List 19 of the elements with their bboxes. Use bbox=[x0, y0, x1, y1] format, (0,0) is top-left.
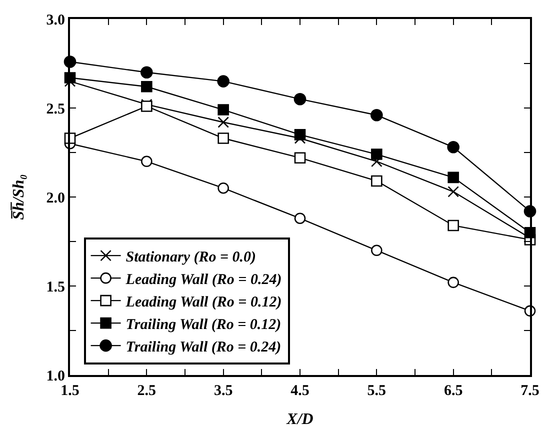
legend-label: Stationary (Ro = 0.0) bbox=[126, 249, 256, 266]
legend-label: Leading Wall (Ro = 0.12) bbox=[124, 294, 282, 310]
x-tick-label: 4.5 bbox=[290, 383, 310, 399]
y-axis-title: S̅h̅/Sh₀ bbox=[10, 174, 28, 220]
y-tick-label: 1.0 bbox=[46, 368, 65, 384]
x-tick-label: 7.5 bbox=[520, 383, 540, 399]
y-tick-label: 1.5 bbox=[46, 279, 65, 296]
legend-label: Leading Wall (Ro = 0.24) bbox=[124, 272, 282, 288]
x-tick-label: 3.5 bbox=[214, 383, 233, 399]
x-tick-label: 5.5 bbox=[367, 383, 386, 399]
x-tick-label: 1.5 bbox=[60, 383, 80, 399]
x-tick-label: 6.5 bbox=[444, 383, 463, 399]
x-tick-label: 2.5 bbox=[137, 383, 156, 399]
y-tick-label: 2.0 bbox=[46, 190, 65, 206]
legend-label: Trailing Wall (Ro = 0.24) bbox=[126, 339, 282, 356]
y-tick-label: 3.0 bbox=[46, 12, 65, 28]
legend-label: Trailing Wall (Ro = 0.12) bbox=[126, 316, 282, 333]
y-tick-label: 2.5 bbox=[46, 101, 65, 118]
x-axis-title: X/D bbox=[286, 411, 314, 428]
